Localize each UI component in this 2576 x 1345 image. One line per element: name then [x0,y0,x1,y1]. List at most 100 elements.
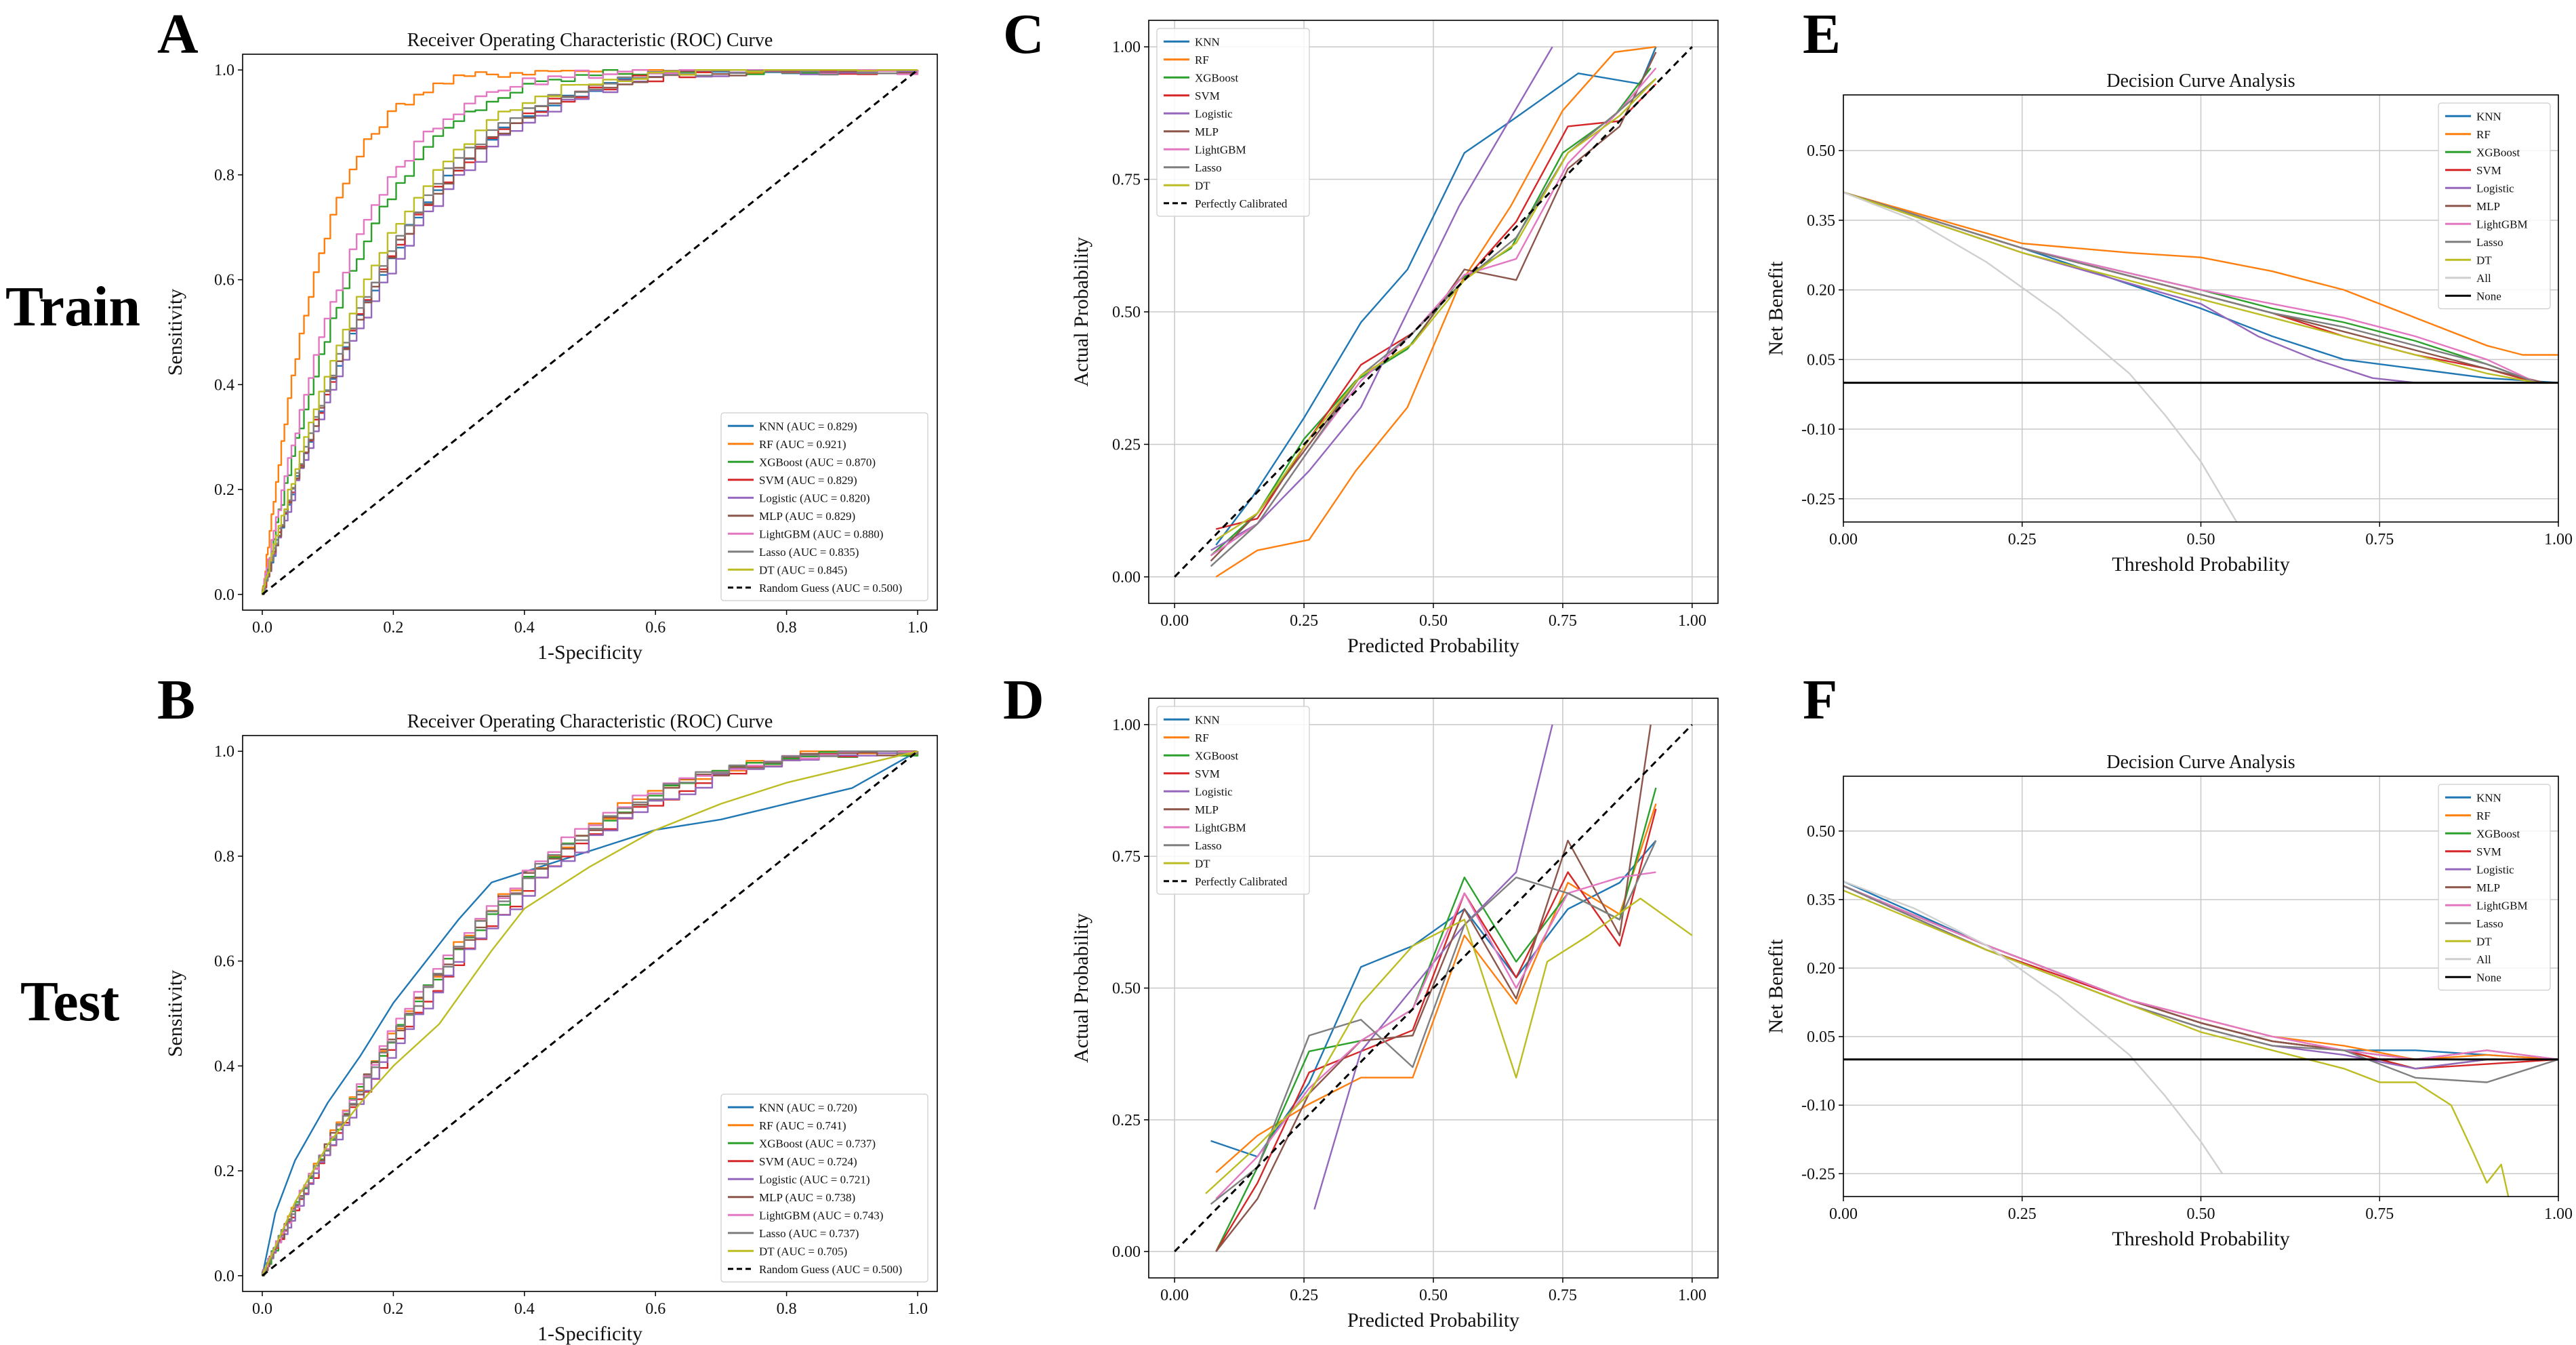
legend-box [1156,706,1310,895]
y-tick-label: 1.0 [214,62,234,79]
series-group [1174,45,1693,578]
legend-label: Random Guess (AUC = 0.500) [759,1263,902,1276]
x-tick-label: 0.50 [2187,531,2215,548]
y-tick-label: -0.25 [1801,1165,1835,1183]
x-tick-label: 1.00 [2544,531,2573,548]
legend-label: DT [2476,935,2492,948]
x-tick-label: 0.6 [645,619,666,637]
legend-label: KNN (AUC = 0.829) [759,420,857,433]
plot-frame [242,735,938,1292]
x-tick-label: 1.0 [907,619,928,637]
y-tick-label: 0.75 [1112,172,1141,189]
x-tick-label: 0.75 [2365,1205,2394,1223]
series-line-dt [1843,191,2537,384]
chart-title: Receiver Operating Characteristic (ROC) … [407,711,773,732]
legend-label: Lasso [1195,839,1222,852]
legend-label: LightGBM (AUC = 0.880) [759,527,883,540]
legend-label: SVM [2476,164,2501,177]
series-line-svm [1215,808,1657,1252]
legend-label: RF [2476,128,2491,141]
legend-label: Perfectly Calibrated [1195,875,1288,888]
legend: KNN (AUC = 0.829) RF (AUC = 0.921) XGBoost… [720,412,928,601]
y-tick-label: 0.0 [214,586,234,604]
y-axis-label: Actual Probability [1070,237,1092,387]
x-tick-label: 0.8 [777,1300,797,1318]
x-axis-label: Threshold Probability [2112,553,2289,576]
x-tick-label: 0.75 [1549,612,1577,630]
legend-label: XGBoost (AUC = 0.870) [759,456,876,468]
x-tick-label: 0.25 [2008,531,2037,548]
x-tick-label: 0.50 [1419,1287,1448,1304]
x-tick-label: 0.00 [1160,1287,1189,1304]
legend-label: SVM [1195,767,1220,780]
x-tick-label: 1.00 [1678,1287,1706,1304]
x-tick-label: 0.50 [2187,1205,2215,1223]
legend-label: DT [2476,254,2492,266]
y-tick-label: 0.25 [1112,436,1141,454]
legend: KNN RF XGBoost SVM Logistic MLP LightGBM Lasso D… [2438,102,2551,310]
legend-label: Lasso [2476,236,2503,249]
legend-label: MLP [1195,803,1219,816]
series-line-all [1843,880,2224,1174]
x-tick-label: 0.00 [1160,612,1189,630]
series-line-perfectly-calibrated [1174,723,1693,1253]
x-tick-label: 0.2 [383,619,403,637]
legend-label: Logistic [2476,863,2514,876]
x-tick-label: 0.00 [1829,531,1858,548]
series-group [1843,191,2558,522]
series-group [1843,880,2558,1197]
legend-label: Lasso [2476,917,2503,930]
legend-label: DT (AUC = 0.845) [759,563,847,576]
series-line-lasso [1210,840,1657,1205]
panel-label-F: F [1803,668,1837,731]
panel-label-D: D [1003,668,1044,731]
y-tick-label: 0.8 [214,848,234,866]
chart-title: Decision Curve Analysis [2106,752,2295,773]
legend-label: DT (AUC = 0.705) [759,1245,847,1258]
series-line-logistic [1313,724,1553,1210]
plot-frame [1148,698,1719,1279]
legend-label: SVM [1195,89,1220,102]
legend-label: Lasso [1195,161,1222,174]
legend: KNN (AUC = 0.720) RF (AUC = 0.741) XGBoost… [720,1093,928,1283]
y-tick-label: 0.4 [214,1058,234,1075]
legend-label: All [2476,953,2491,966]
legend-label: MLP [1195,125,1219,138]
legend-label: MLP (AUC = 0.829) [759,510,855,523]
panel-label-A: A [157,3,199,66]
y-axis-label: Net Benefit [1765,939,1787,1034]
y-tick-label: 0.6 [214,272,234,289]
row-label-test: Test [20,970,119,1033]
series-line-knn [1215,46,1657,546]
series-line-all [1843,191,2238,522]
x-tick-label: 0.50 [1419,612,1448,630]
panel-C: C 0.00 0.25 0.50 0.75 1.00 0.00 0.25 0.50 0.75 1.0… [1003,3,1719,657]
legend-label: RF [1195,731,1209,744]
series-line-dt [1215,78,1657,541]
x-tick-label: 1.00 [1678,612,1706,630]
legend-box [720,1093,928,1283]
y-axis-label: Sensitivity [164,970,186,1057]
series-line-rf [1215,45,1656,578]
legend-label: XGBoost [1195,71,1239,84]
legend-label: MLP (AUC = 0.738) [759,1191,855,1204]
y-tick-label: 0.4 [214,376,234,394]
panel-A: A Receiver Operating Characteristic (ROC)… [157,3,938,664]
series-line-dt [1843,889,2510,1197]
y-tick-label: 0.25 [1112,1112,1141,1129]
y-tick-label: 0.05 [1807,1028,1835,1046]
legend-label: LightGBM [1195,143,1246,156]
legend-label: XGBoost [2476,146,2520,159]
x-tick-label: 0.75 [2365,531,2394,548]
x-tick-label: 0.0 [252,1300,272,1318]
legend-label: Logistic [1195,785,1233,798]
legend-box [1156,28,1310,217]
legend-label: LightGBM [2476,899,2528,912]
y-tick-label: 0.0 [214,1268,234,1285]
x-axis-label: Threshold Probability [2112,1228,2289,1250]
series-line-lasso [1210,78,1657,567]
legend-box [720,412,928,601]
legend-label: XGBoost (AUC = 0.737) [759,1137,876,1150]
legend-label: Lasso (AUC = 0.835) [759,546,859,559]
